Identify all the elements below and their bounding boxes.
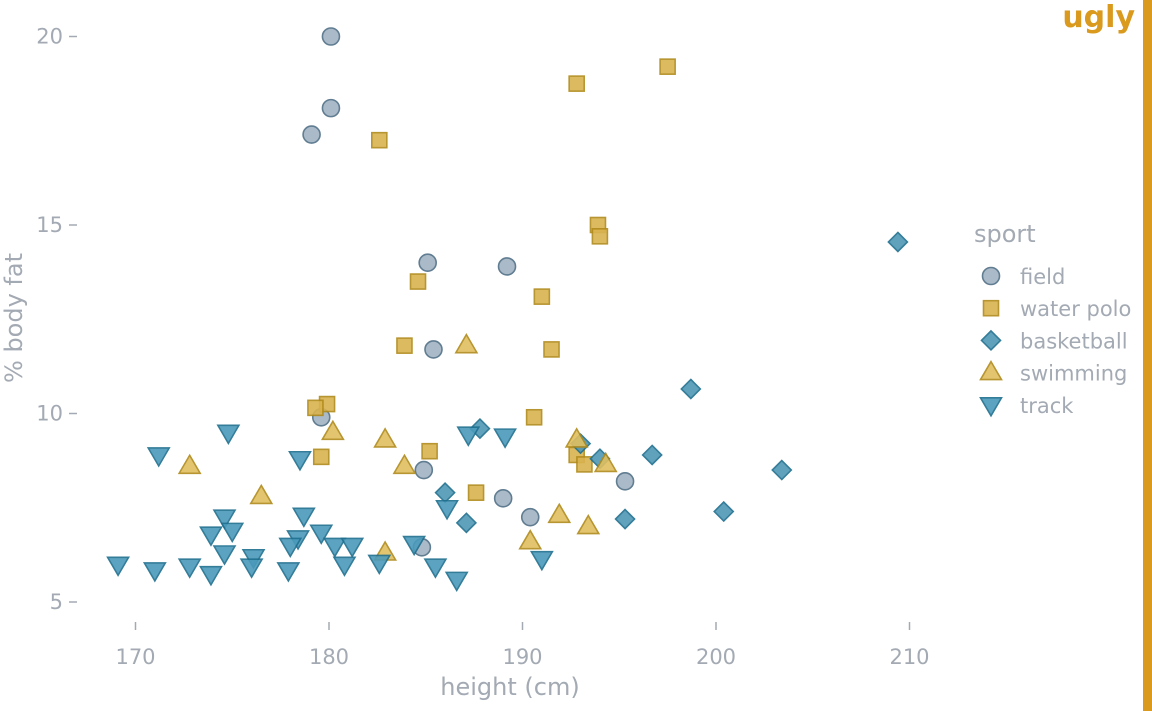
point-field	[302, 125, 321, 144]
legend-label: field	[1020, 265, 1065, 289]
x-tick-label: 170	[115, 645, 155, 669]
point-swimming	[373, 427, 398, 448]
point-water-polo	[659, 58, 676, 75]
point-track	[216, 424, 241, 445]
point-field	[615, 472, 635, 491]
x-axis-title: height (cm)	[440, 673, 579, 701]
point-swimming	[454, 333, 479, 354]
point-swimming	[564, 427, 589, 448]
legend-key-basketball	[980, 329, 1002, 352]
point-field	[414, 460, 434, 480]
point-swimming	[392, 453, 417, 475]
point-track	[322, 537, 347, 559]
point-track	[177, 558, 202, 579]
legend-label: water polo	[1020, 297, 1131, 321]
data-points	[106, 27, 909, 592]
legend-label: basketball	[1020, 329, 1128, 353]
legend-label: swimming	[1020, 362, 1127, 386]
point-water-polo	[396, 337, 413, 354]
point-water-polo	[543, 341, 560, 358]
legend-key-water-polo	[982, 299, 1000, 317]
point-water-polo	[568, 75, 585, 92]
legend-title: sport	[974, 220, 1036, 248]
point-swimming	[518, 529, 543, 550]
legend-key-swimming	[979, 360, 1003, 381]
y-axis-title: % body fat	[0, 253, 28, 383]
point-water-polo	[525, 408, 543, 426]
ugly-badge: ugly	[1062, 0, 1135, 35]
point-track	[332, 556, 357, 577]
point-track	[367, 554, 392, 576]
point-field	[418, 253, 437, 273]
point-track	[106, 556, 130, 577]
x-tick-label: 200	[696, 645, 736, 669]
point-track	[529, 550, 554, 572]
x-tick-label: 180	[309, 645, 349, 669]
point-field	[321, 98, 341, 118]
point-track	[199, 526, 223, 547]
point-track	[291, 507, 316, 528]
point-field	[424, 340, 443, 359]
point-track	[276, 562, 301, 583]
point-track	[444, 571, 469, 592]
point-track	[288, 450, 312, 472]
point-swimming	[593, 451, 618, 473]
point-field	[321, 27, 341, 46]
point-basketball	[680, 378, 702, 400]
x-tick-label: 210	[889, 645, 929, 669]
point-basketball	[434, 482, 456, 504]
point-basketball	[614, 508, 636, 530]
point-track	[212, 545, 237, 566]
point-track	[278, 537, 303, 559]
point-track	[142, 562, 167, 583]
y-tick-label: 10	[36, 402, 63, 426]
point-track	[146, 447, 171, 468]
point-water-polo	[591, 228, 609, 245]
y-tick-label: 20	[36, 25, 63, 49]
legend-key-field	[981, 266, 1001, 286]
point-basketball	[887, 231, 909, 253]
legend-key-track	[979, 396, 1003, 418]
point-track	[423, 558, 448, 579]
point-water-polo	[421, 442, 438, 460]
x-axis: 170 180 190 200 210	[115, 622, 930, 669]
point-basketball	[641, 444, 663, 466]
point-track	[309, 524, 334, 545]
point-basketball	[713, 500, 735, 523]
y-axis: 5 10 15 20	[36, 25, 77, 614]
point-field	[520, 507, 540, 527]
point-swimming	[576, 514, 601, 535]
point-track	[435, 499, 459, 521]
point-field	[493, 489, 513, 508]
point-swimming	[320, 419, 345, 441]
point-swimming	[177, 453, 202, 475]
point-track	[220, 522, 245, 543]
legend: sport field water polo basketball swimming t…	[974, 220, 1131, 418]
point-water-polo	[307, 399, 324, 417]
point-swimming	[249, 483, 274, 505]
point-water-polo	[371, 131, 388, 149]
x-tick-label: 190	[502, 645, 542, 669]
point-water-polo	[409, 273, 427, 290]
point-basketball	[455, 512, 478, 534]
y-tick-label: 5	[50, 590, 63, 614]
point-swimming	[547, 502, 572, 524]
point-water-polo	[576, 456, 593, 473]
legend-label: track	[1020, 394, 1074, 418]
point-water-polo	[312, 448, 330, 466]
point-track	[199, 565, 223, 587]
right-accent-bar	[1143, 0, 1152, 711]
point-water-polo	[533, 288, 551, 305]
point-field	[497, 257, 517, 276]
point-water-polo	[467, 484, 485, 501]
point-basketball	[771, 459, 793, 481]
point-track	[493, 428, 517, 449]
y-tick-label: 15	[36, 213, 63, 237]
point-track	[456, 426, 481, 447]
point-track	[212, 509, 237, 530]
point-track	[239, 558, 264, 579]
point-track	[340, 537, 365, 559]
point-track	[402, 535, 427, 557]
